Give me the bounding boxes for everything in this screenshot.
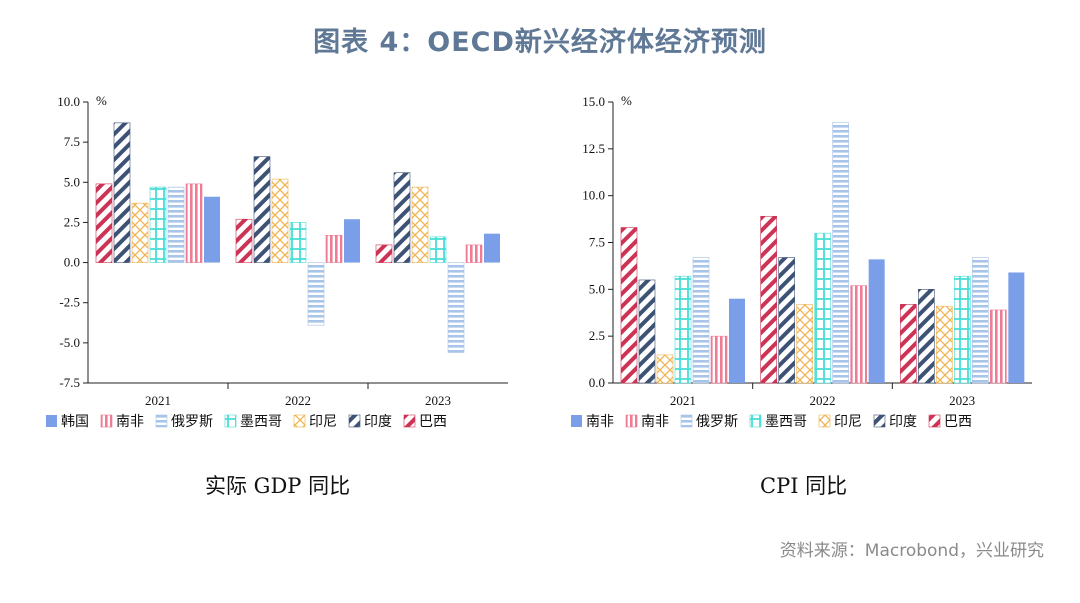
bar-巴西-2023 xyxy=(900,304,917,384)
legend-label: 巴西 xyxy=(419,414,447,430)
page-title: 图表 4：OECD新兴经济体经济预测 xyxy=(313,27,767,58)
bar-南非-2023 xyxy=(1008,272,1025,383)
y-tick-label: 7.5 xyxy=(64,134,80,149)
x-tick-label: 2022 xyxy=(810,393,836,408)
bar-印度-2021 xyxy=(113,122,131,263)
y-tick-label: 5.0 xyxy=(589,281,605,296)
bar-俄罗斯-2021 xyxy=(167,186,185,263)
legend-swatch xyxy=(403,414,416,428)
bar-韩国-2021 xyxy=(204,196,220,263)
bar-南非-2021 xyxy=(710,335,728,384)
source-note: 资料来源：Macrobond，兴业研究 xyxy=(779,541,1044,561)
bar-俄罗斯-2021 xyxy=(692,257,710,384)
legend-swatch xyxy=(749,414,762,428)
legend-label: 墨西哥 xyxy=(765,414,807,430)
cpi-chart-caption: CPI 同比 xyxy=(760,474,848,498)
legend-swatch xyxy=(818,414,831,428)
legend-label: 俄罗斯 xyxy=(171,414,213,430)
bar-墨西哥-2022 xyxy=(814,232,831,384)
bar-墨西哥-2023 xyxy=(429,236,447,263)
bar-印尼-2023 xyxy=(936,305,953,384)
bar-巴西-2022 xyxy=(235,218,253,263)
y-tick-label: 0.0 xyxy=(64,255,80,270)
bar-印度-2021 xyxy=(638,279,656,384)
bar-巴西-2021 xyxy=(620,227,638,384)
bar-印度-2022 xyxy=(253,156,271,263)
bar-印尼-2021 xyxy=(656,354,674,384)
x-tick-label: 2023 xyxy=(949,393,975,408)
legend-swatch xyxy=(625,414,638,428)
legend-swatch xyxy=(928,414,941,428)
y-tick-label: 15.0 xyxy=(582,94,605,109)
bar-俄罗斯-2022 xyxy=(307,262,325,326)
x-tick-label: 2023 xyxy=(425,393,451,408)
bar-巴西-2021 xyxy=(95,183,113,263)
legend-swatch xyxy=(293,414,306,428)
bar-俄罗斯-2023 xyxy=(447,262,465,353)
bar-印尼-2022 xyxy=(271,178,289,263)
y-tick-label: 2.5 xyxy=(589,328,605,343)
legend-swatch xyxy=(100,414,113,428)
bar-墨西哥-2022 xyxy=(289,222,307,263)
bar-墨西哥-2023 xyxy=(954,275,971,384)
legend-swatch xyxy=(571,415,582,427)
y-tick-label: 0.0 xyxy=(589,375,605,390)
bar-印度-2023 xyxy=(393,172,411,263)
bar-印度-2022 xyxy=(778,257,795,384)
legend-swatch xyxy=(155,414,168,428)
legend-label: 俄罗斯 xyxy=(696,414,738,430)
legend-label: 南非 xyxy=(641,414,669,430)
legend-label: 墨西哥 xyxy=(240,414,282,430)
y-tick-label: -2.5 xyxy=(59,295,80,310)
legend-swatch xyxy=(873,414,886,428)
legend-label: 巴西 xyxy=(944,414,972,430)
bar-墨西哥-2021 xyxy=(149,186,167,263)
unit-label: % xyxy=(621,93,632,108)
bar-南非-2021 xyxy=(729,298,745,383)
bar-南非-2022 xyxy=(850,285,867,384)
legend-label: 印尼 xyxy=(309,414,337,430)
bar-南非-2023 xyxy=(990,309,1007,384)
bar-印度-2023 xyxy=(918,289,935,384)
bar-俄罗斯-2023 xyxy=(972,257,989,384)
y-tick-label: -5.0 xyxy=(59,335,80,350)
x-tick-label: 2021 xyxy=(670,393,696,408)
bar-南非-2021 xyxy=(185,183,203,263)
legend-swatch xyxy=(224,414,237,428)
y-tick-label: -7.5 xyxy=(59,375,80,390)
y-tick-label: 10.0 xyxy=(57,94,80,109)
bar-印尼-2022 xyxy=(796,304,813,384)
legend-label: 印尼 xyxy=(834,414,862,430)
bar-南非-2022 xyxy=(325,234,343,263)
bar-印尼-2021 xyxy=(131,202,149,263)
legend-swatch xyxy=(46,415,57,427)
bar-墨西哥-2021 xyxy=(674,275,692,384)
bar-印尼-2023 xyxy=(411,186,429,263)
legend-swatch xyxy=(680,414,693,428)
y-tick-label: 12.5 xyxy=(582,141,605,156)
y-tick-label: 7.5 xyxy=(589,235,605,250)
unit-label: % xyxy=(96,93,107,108)
legend-label: 韩国 xyxy=(61,414,89,430)
bar-巴西-2022 xyxy=(760,215,777,384)
legend-label: 南非 xyxy=(116,414,144,430)
bar-巴西-2023 xyxy=(375,244,393,263)
gdp-chart-caption: 实际 GDP 同比 xyxy=(205,474,351,498)
legend-label: 南非 xyxy=(586,414,614,430)
bar-俄罗斯-2022 xyxy=(832,122,849,384)
bar-韩国-2022 xyxy=(344,219,360,263)
legend-swatch xyxy=(348,414,361,428)
x-tick-label: 2022 xyxy=(285,393,311,408)
bar-韩国-2023 xyxy=(484,233,500,263)
gdp-chart: 10.0 7.5 5.0 2.5 0.0 -2.5 -5.0 -7.5% 2021 2022 202… xyxy=(46,93,508,430)
x-tick-label: 2021 xyxy=(145,393,171,408)
y-tick-label: 10.0 xyxy=(582,188,605,203)
y-tick-label: 2.5 xyxy=(64,214,80,229)
bar-南非-2022 xyxy=(868,259,885,383)
cpi-chart: 15.0 12.5 10.0 7.5 5.0 2.5 0.0% 2021 2022 2023 南非 南… xyxy=(571,93,1032,430)
legend-label: 印度 xyxy=(364,414,392,430)
y-tick-label: 5.0 xyxy=(64,174,80,189)
legend-label: 印度 xyxy=(889,414,917,430)
bar-南非-2023 xyxy=(465,244,483,263)
